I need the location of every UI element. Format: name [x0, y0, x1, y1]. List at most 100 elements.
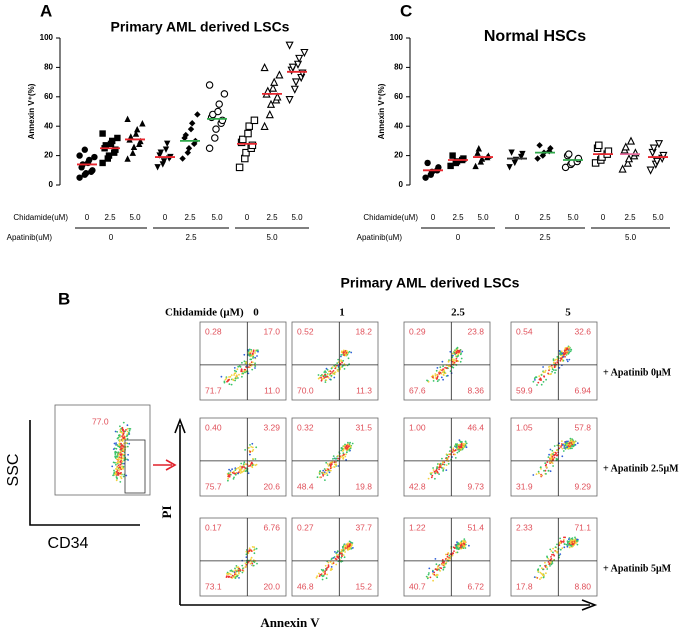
flow-event: [230, 576, 233, 579]
flow-event: [463, 543, 466, 546]
flow-event: [558, 447, 561, 450]
flow-event: [247, 552, 250, 555]
flow-event: [245, 553, 248, 556]
quadrant-value: 37.7: [355, 522, 372, 532]
flow-event: [125, 474, 128, 477]
flow-event: [562, 538, 565, 541]
data-point: [81, 146, 89, 153]
flow-event: [249, 444, 251, 446]
flow-event: [436, 567, 439, 570]
flow-event: [335, 463, 337, 466]
flow-event: [237, 377, 239, 379]
flow-event: [431, 474, 434, 477]
flow-event: [457, 543, 460, 546]
chidamide-label: 0: [515, 213, 520, 222]
flow-event: [442, 461, 444, 464]
x-axis-label: Annexin V: [260, 615, 320, 630]
flow-event: [243, 368, 246, 371]
flow-event: [440, 567, 443, 570]
quadrant-value: 6.72: [467, 581, 484, 591]
flow-event: [252, 350, 255, 353]
data-point: [99, 159, 106, 167]
flow-event: [352, 547, 354, 549]
flow-event: [346, 545, 349, 548]
y-tick-label: 0: [399, 180, 404, 189]
flow-event: [455, 547, 458, 550]
flow-event: [332, 458, 334, 460]
flow-event: [241, 571, 244, 574]
flow-event: [556, 543, 558, 546]
flow-event: [461, 350, 464, 353]
quadrant-value: 23.8: [467, 326, 484, 336]
flow-event: [438, 466, 441, 469]
flow-event: [539, 578, 541, 580]
flow-event: [342, 452, 345, 454]
flow-event: [436, 467, 438, 470]
flow-event: [114, 454, 117, 456]
flow-event: [122, 433, 125, 436]
flow-event: [447, 462, 450, 465]
flow-event: [116, 431, 119, 433]
quadrant-value: 17.0: [263, 326, 280, 336]
flow-event: [252, 349, 255, 352]
quadrant-value: 11.3: [356, 385, 372, 395]
flow-event: [126, 427, 129, 430]
flow-event: [446, 454, 449, 456]
flow-event: [232, 478, 235, 480]
flow-event: [571, 537, 574, 539]
flow-event: [452, 447, 455, 450]
flow-event: [570, 542, 572, 545]
flow-event: [565, 350, 568, 353]
flow-event: [239, 465, 242, 468]
quadrant-value: 18.2: [355, 326, 372, 336]
flow-event: [349, 445, 352, 447]
flow-event: [426, 577, 429, 580]
flow-event: [256, 355, 258, 357]
flow-event: [326, 573, 328, 576]
flow-event: [121, 426, 124, 429]
flow-event: [562, 355, 565, 358]
flow-event: [254, 352, 256, 354]
gate: [124, 439, 146, 494]
flow-event: [347, 542, 349, 545]
flow-event: [249, 464, 252, 467]
flow-event: [566, 541, 569, 544]
red-arrow: [153, 459, 177, 471]
data-point: [212, 125, 220, 133]
flow-event: [460, 446, 463, 449]
flow-event: [568, 351, 570, 354]
flow-event: [568, 358, 571, 361]
y-tick-label: 100: [390, 33, 404, 42]
flow-event: [574, 444, 577, 446]
flow-event: [569, 540, 572, 543]
data-point: [422, 174, 429, 181]
flow-event: [441, 467, 443, 469]
flow-event: [327, 468, 330, 471]
flow-event: [438, 468, 440, 471]
flow-event: [348, 350, 351, 353]
flow-event: [243, 360, 246, 363]
flow-event: [235, 573, 238, 576]
data-point: [132, 130, 140, 137]
flow-event: [548, 366, 550, 368]
flow-event: [549, 373, 552, 376]
flow-event: [567, 440, 569, 443]
flow-event: [568, 442, 571, 445]
flow-event: [566, 358, 568, 361]
data-point: [460, 155, 467, 162]
flow-event: [459, 446, 461, 449]
flow-event: [553, 456, 556, 459]
flow-event: [244, 371, 246, 374]
flow-event: [442, 365, 444, 368]
flow-event: [229, 570, 232, 572]
flow-event: [325, 461, 328, 464]
flow-event: [120, 453, 123, 456]
flow-event: [542, 366, 544, 368]
flow-event: [449, 350, 452, 353]
flow-event: [115, 442, 117, 444]
flow-event: [558, 554, 561, 557]
flow-event: [574, 538, 576, 541]
flow-event: [568, 546, 571, 549]
flow-event: [341, 365, 344, 367]
column-label: 0: [253, 307, 259, 319]
